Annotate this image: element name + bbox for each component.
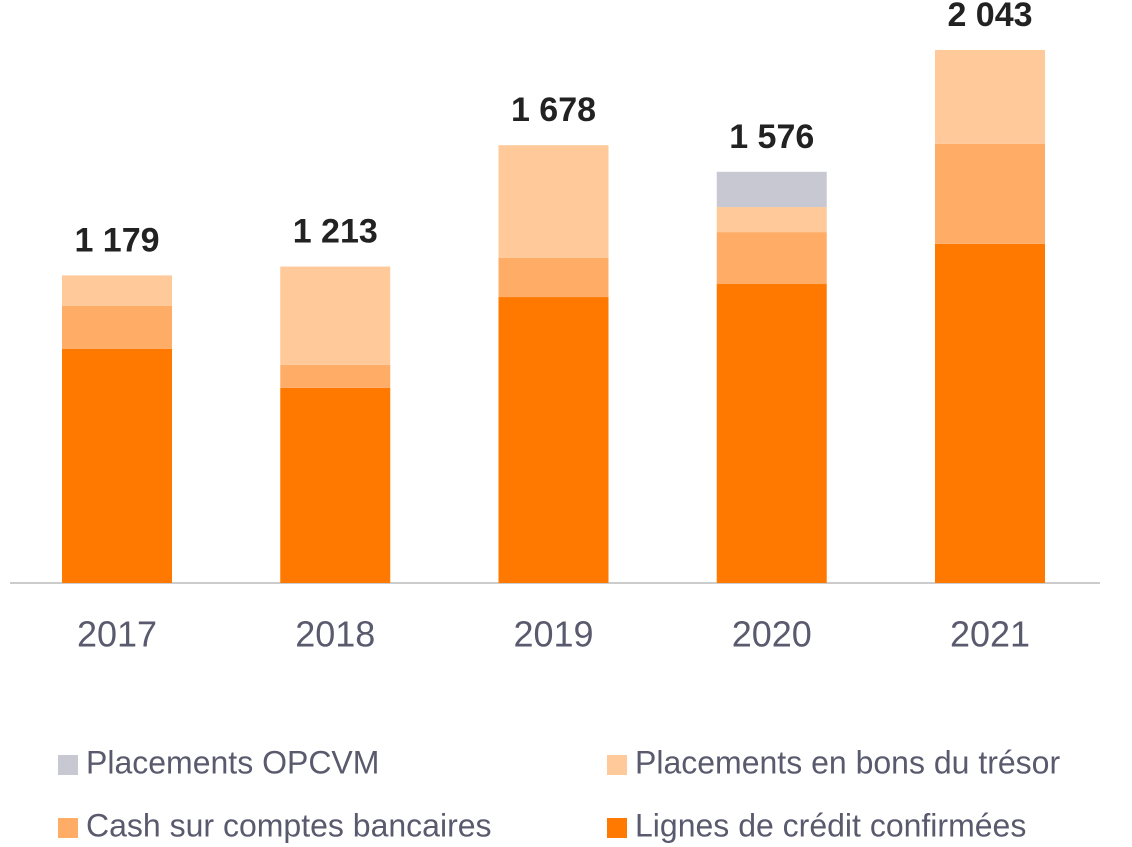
bar-segment [62,348,172,583]
bar-segment [280,387,391,583]
total-label: 1 179 [74,221,159,259]
bar-segment [935,143,1045,244]
total-label: 1 213 [293,213,378,251]
total-label: 1 678 [511,91,596,129]
total-label: 2 043 [947,0,1032,34]
bar-segment [716,284,827,583]
bar-segment [935,50,1045,144]
bar-segment [280,266,391,365]
legend-swatch [607,818,627,838]
legend-label: Placements en bons du trésor [635,744,1060,780]
bar-segment [716,171,827,208]
x-tick-label: 2017 [77,614,157,655]
legend-swatch [607,755,627,775]
x-tick-label: 2019 [513,614,593,655]
x-tick-label: 2021 [950,614,1030,655]
bar-segment [935,243,1045,583]
bar-segment [62,305,172,349]
bar-segment [498,145,609,258]
x-tick-label: 2018 [295,614,375,655]
bar-segment [498,297,609,583]
legend-label: Cash sur comptes bancaires [86,807,492,843]
total-label: 1 576 [729,118,814,156]
legend-label: Lignes de crédit confirmées [635,807,1026,843]
bar-segment [62,275,172,306]
legend-label: Placements OPCVM [86,744,379,780]
bar-segment [498,257,609,298]
bar-segment [716,207,827,233]
legend-swatch [58,818,78,838]
bar-segment [280,364,391,388]
bar-segment [716,232,827,285]
legend-swatch [58,755,78,775]
x-tick-label: 2020 [732,614,812,655]
